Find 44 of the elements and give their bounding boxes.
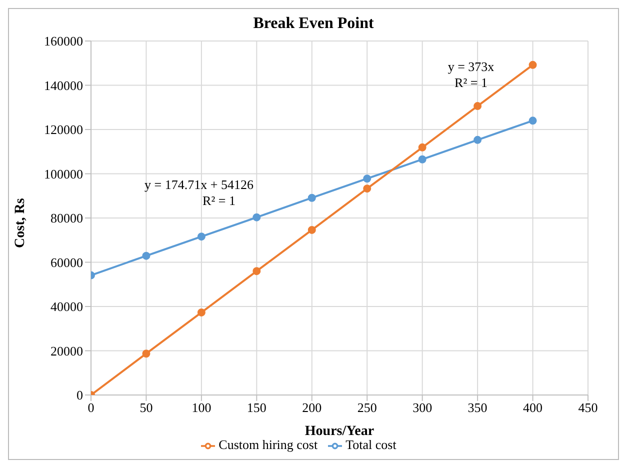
y-tick-label: 40000 (50, 299, 83, 314)
y-tick-label: 0 (76, 388, 83, 403)
point (308, 226, 316, 234)
annotation: y = 373x (448, 59, 495, 74)
y-tick-label: 140000 (44, 78, 83, 93)
chart-title: Break Even Point (252, 15, 375, 33)
x-tick-label: 0 (88, 400, 94, 416)
point (474, 136, 482, 144)
x-tick-label: 350 (468, 400, 488, 416)
point (418, 155, 426, 164)
x-tick-label: 100 (192, 400, 212, 416)
point (363, 184, 372, 193)
y-tick-label: 20000 (50, 343, 83, 358)
y-axis-title: Cost, Rs (12, 198, 28, 248)
annotation: R² = 1 (202, 193, 236, 208)
x-tick-label: 450 (578, 400, 598, 416)
point (418, 143, 426, 152)
x-tick-label: 250 (357, 400, 377, 416)
x-tick-label: 300 (412, 400, 432, 416)
annotation: y = 174.71x + 54126 (144, 177, 254, 192)
point (363, 174, 372, 183)
annotation: R² = 1 (454, 75, 488, 90)
y-tick-label: 160000 (44, 34, 83, 49)
x-tick-label: 200 (302, 400, 322, 416)
point (252, 213, 261, 222)
x-tick-label: 150 (246, 400, 266, 416)
point (528, 60, 537, 69)
x-tick-label: 400 (523, 400, 543, 416)
y-tick-label: 120000 (44, 122, 83, 138)
point (197, 308, 206, 316)
x-tick-label: 50 (140, 400, 153, 416)
point (142, 350, 150, 358)
point (252, 267, 261, 276)
point (528, 116, 537, 125)
y-tick-label: 100000 (44, 166, 83, 182)
y-tick-label: 60000 (50, 254, 83, 270)
legend-label: Total cost (346, 436, 396, 452)
point (308, 194, 316, 202)
legend-label: Custom hiring cost (218, 436, 318, 452)
point (142, 252, 150, 260)
point (197, 232, 206, 241)
y-tick-label: 80000 (50, 210, 83, 226)
x-axis-title: Hours/Year (304, 424, 374, 439)
point (474, 102, 482, 110)
